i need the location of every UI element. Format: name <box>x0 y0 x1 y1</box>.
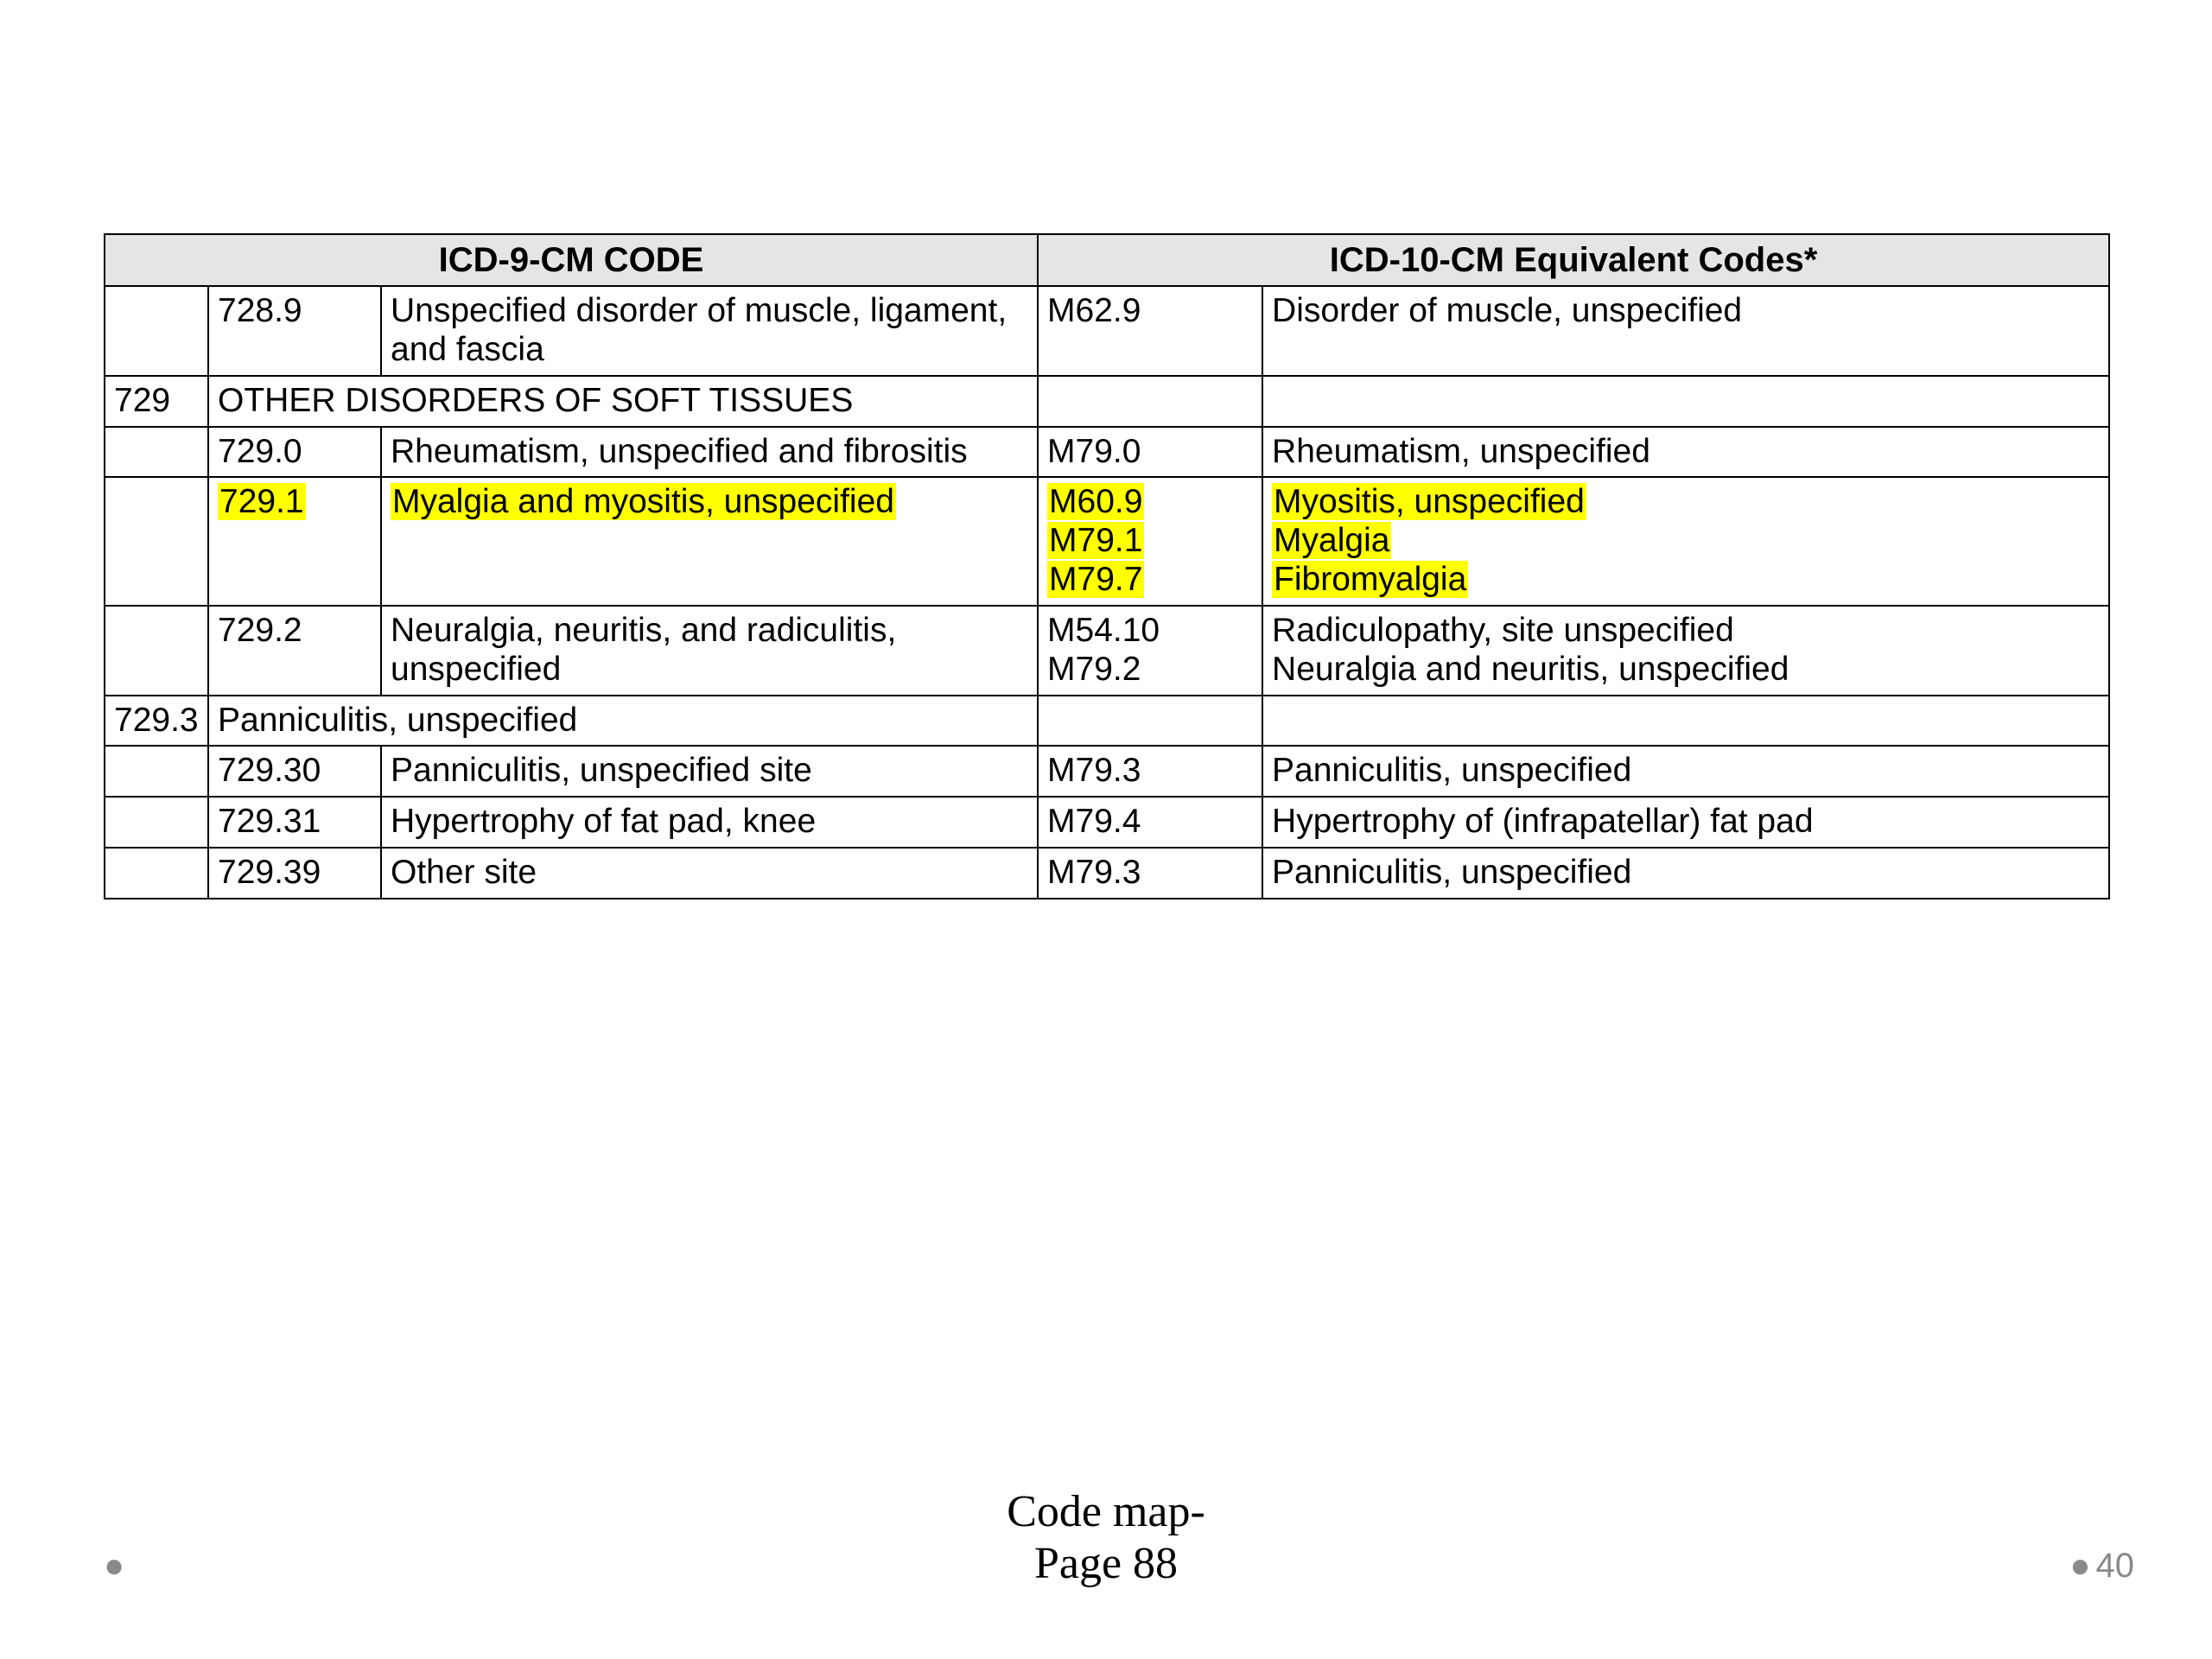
icd9-code: 729.0 <box>208 427 381 478</box>
empty-cell <box>105 477 208 606</box>
icd9-code: 729.30 <box>208 746 381 797</box>
empty-cell <box>105 286 208 376</box>
caption-line-1: Code map- <box>0 1486 2212 1538</box>
table-row: 729.3Panniculitis, unspecified <box>105 696 2109 747</box>
section-code: 729.3 <box>105 696 208 747</box>
empty-cell <box>1038 696 1262 747</box>
bullet-icon: ● <box>104 1547 124 1585</box>
icd9-code: 729.31 <box>208 797 381 848</box>
table-row: 729.39Other siteM79.3Panniculitis, unspe… <box>105 848 2109 899</box>
icd9-desc: Hypertrophy of fat pad, knee <box>381 797 1038 848</box>
icd10-desc: Panniculitis, unspecified <box>1262 746 2109 797</box>
header-icd9: ICD-9-CM CODE <box>105 234 1038 286</box>
table-row: 729.31Hypertrophy of fat pad, kneeM79.4H… <box>105 797 2109 848</box>
slide-number-value: 40 <box>2096 1547 2135 1585</box>
table-row: 729.0Rheumatism, unspecified and fibrosi… <box>105 427 2109 478</box>
empty-cell <box>1038 376 1262 427</box>
header-icd10: ICD-10-CM Equivalent Codes* <box>1038 234 2109 286</box>
section-label: OTHER DISORDERS OF SOFT TISSUES <box>208 376 1038 427</box>
section-label: Panniculitis, unspecified <box>208 696 1038 747</box>
icd10-desc: Myositis, unspecifiedMyalgiaFibromyalgia <box>1262 477 2109 606</box>
empty-cell <box>105 606 208 696</box>
icd9-code: 729.1 <box>208 477 381 606</box>
icd10-code: M79.3 <box>1038 848 1262 899</box>
icd9-code: 729.39 <box>208 848 381 899</box>
icd9-code: 728.9 <box>208 286 381 376</box>
caption-line-2: Page 88 <box>0 1538 2212 1590</box>
icd10-code: M60.9M79.1M79.7 <box>1038 477 1262 606</box>
icd9-desc: Other site <box>381 848 1038 899</box>
code-mapping-table: ICD-9-CM CODE ICD-10-CM Equivalent Codes… <box>104 233 2108 899</box>
codes-table: ICD-9-CM CODE ICD-10-CM Equivalent Codes… <box>104 233 2110 899</box>
icd9-desc: Unspecified disorder of muscle, ligament… <box>381 286 1038 376</box>
icd10-code: M79.4 <box>1038 797 1262 848</box>
table-header-row: ICD-9-CM CODE ICD-10-CM Equivalent Codes… <box>105 234 2109 286</box>
icd9-code: 729.2 <box>208 606 381 696</box>
icd10-code: M79.3 <box>1038 746 1262 797</box>
table-row: 729.30Panniculitis, unspecified siteM79.… <box>105 746 2109 797</box>
slide-caption: Code map- Page 88 <box>0 1486 2212 1590</box>
empty-cell <box>105 427 208 478</box>
icd10-desc: Disorder of muscle, unspecified <box>1262 286 2109 376</box>
icd10-code: M79.0 <box>1038 427 1262 478</box>
empty-cell <box>105 797 208 848</box>
empty-cell <box>105 848 208 899</box>
empty-cell <box>1262 376 2109 427</box>
slide: ICD-9-CM CODE ICD-10-CM Equivalent Codes… <box>0 0 2212 1659</box>
empty-cell <box>105 746 208 797</box>
icd9-desc: Myalgia and myositis, unspecified <box>381 477 1038 606</box>
bullet-icon: ● <box>2069 1547 2090 1585</box>
footer-bullet-left: ● <box>104 1547 130 1586</box>
codes-tbody: 728.9Unspecified disorder of muscle, lig… <box>105 286 2109 899</box>
section-code: 729 <box>105 376 208 427</box>
empty-cell <box>1262 696 2109 747</box>
icd9-desc: Panniculitis, unspecified site <box>381 746 1038 797</box>
table-row: 728.9Unspecified disorder of muscle, lig… <box>105 286 2109 376</box>
table-row: 729.1Myalgia and myositis, unspecifiedM6… <box>105 477 2109 606</box>
table-row: 729OTHER DISORDERS OF SOFT TISSUES <box>105 376 2109 427</box>
icd10-code: M62.9 <box>1038 286 1262 376</box>
icd10-desc: Radiculopathy, site unspecifiedNeuralgia… <box>1262 606 2109 696</box>
icd10-desc: Rheumatism, unspecified <box>1262 427 2109 478</box>
table-row: 729.2Neuralgia, neuritis, and radiculiti… <box>105 606 2109 696</box>
icd10-code: M54.10M79.2 <box>1038 606 1262 696</box>
icd10-desc: Panniculitis, unspecified <box>1262 848 2109 899</box>
icd9-desc: Rheumatism, unspecified and fibrositis <box>381 427 1038 478</box>
icd10-desc: Hypertrophy of (infrapatellar) fat pad <box>1262 797 2109 848</box>
icd9-desc: Neuralgia, neuritis, and radiculitis, un… <box>381 606 1038 696</box>
slide-number: ●40 <box>2069 1547 2134 1586</box>
